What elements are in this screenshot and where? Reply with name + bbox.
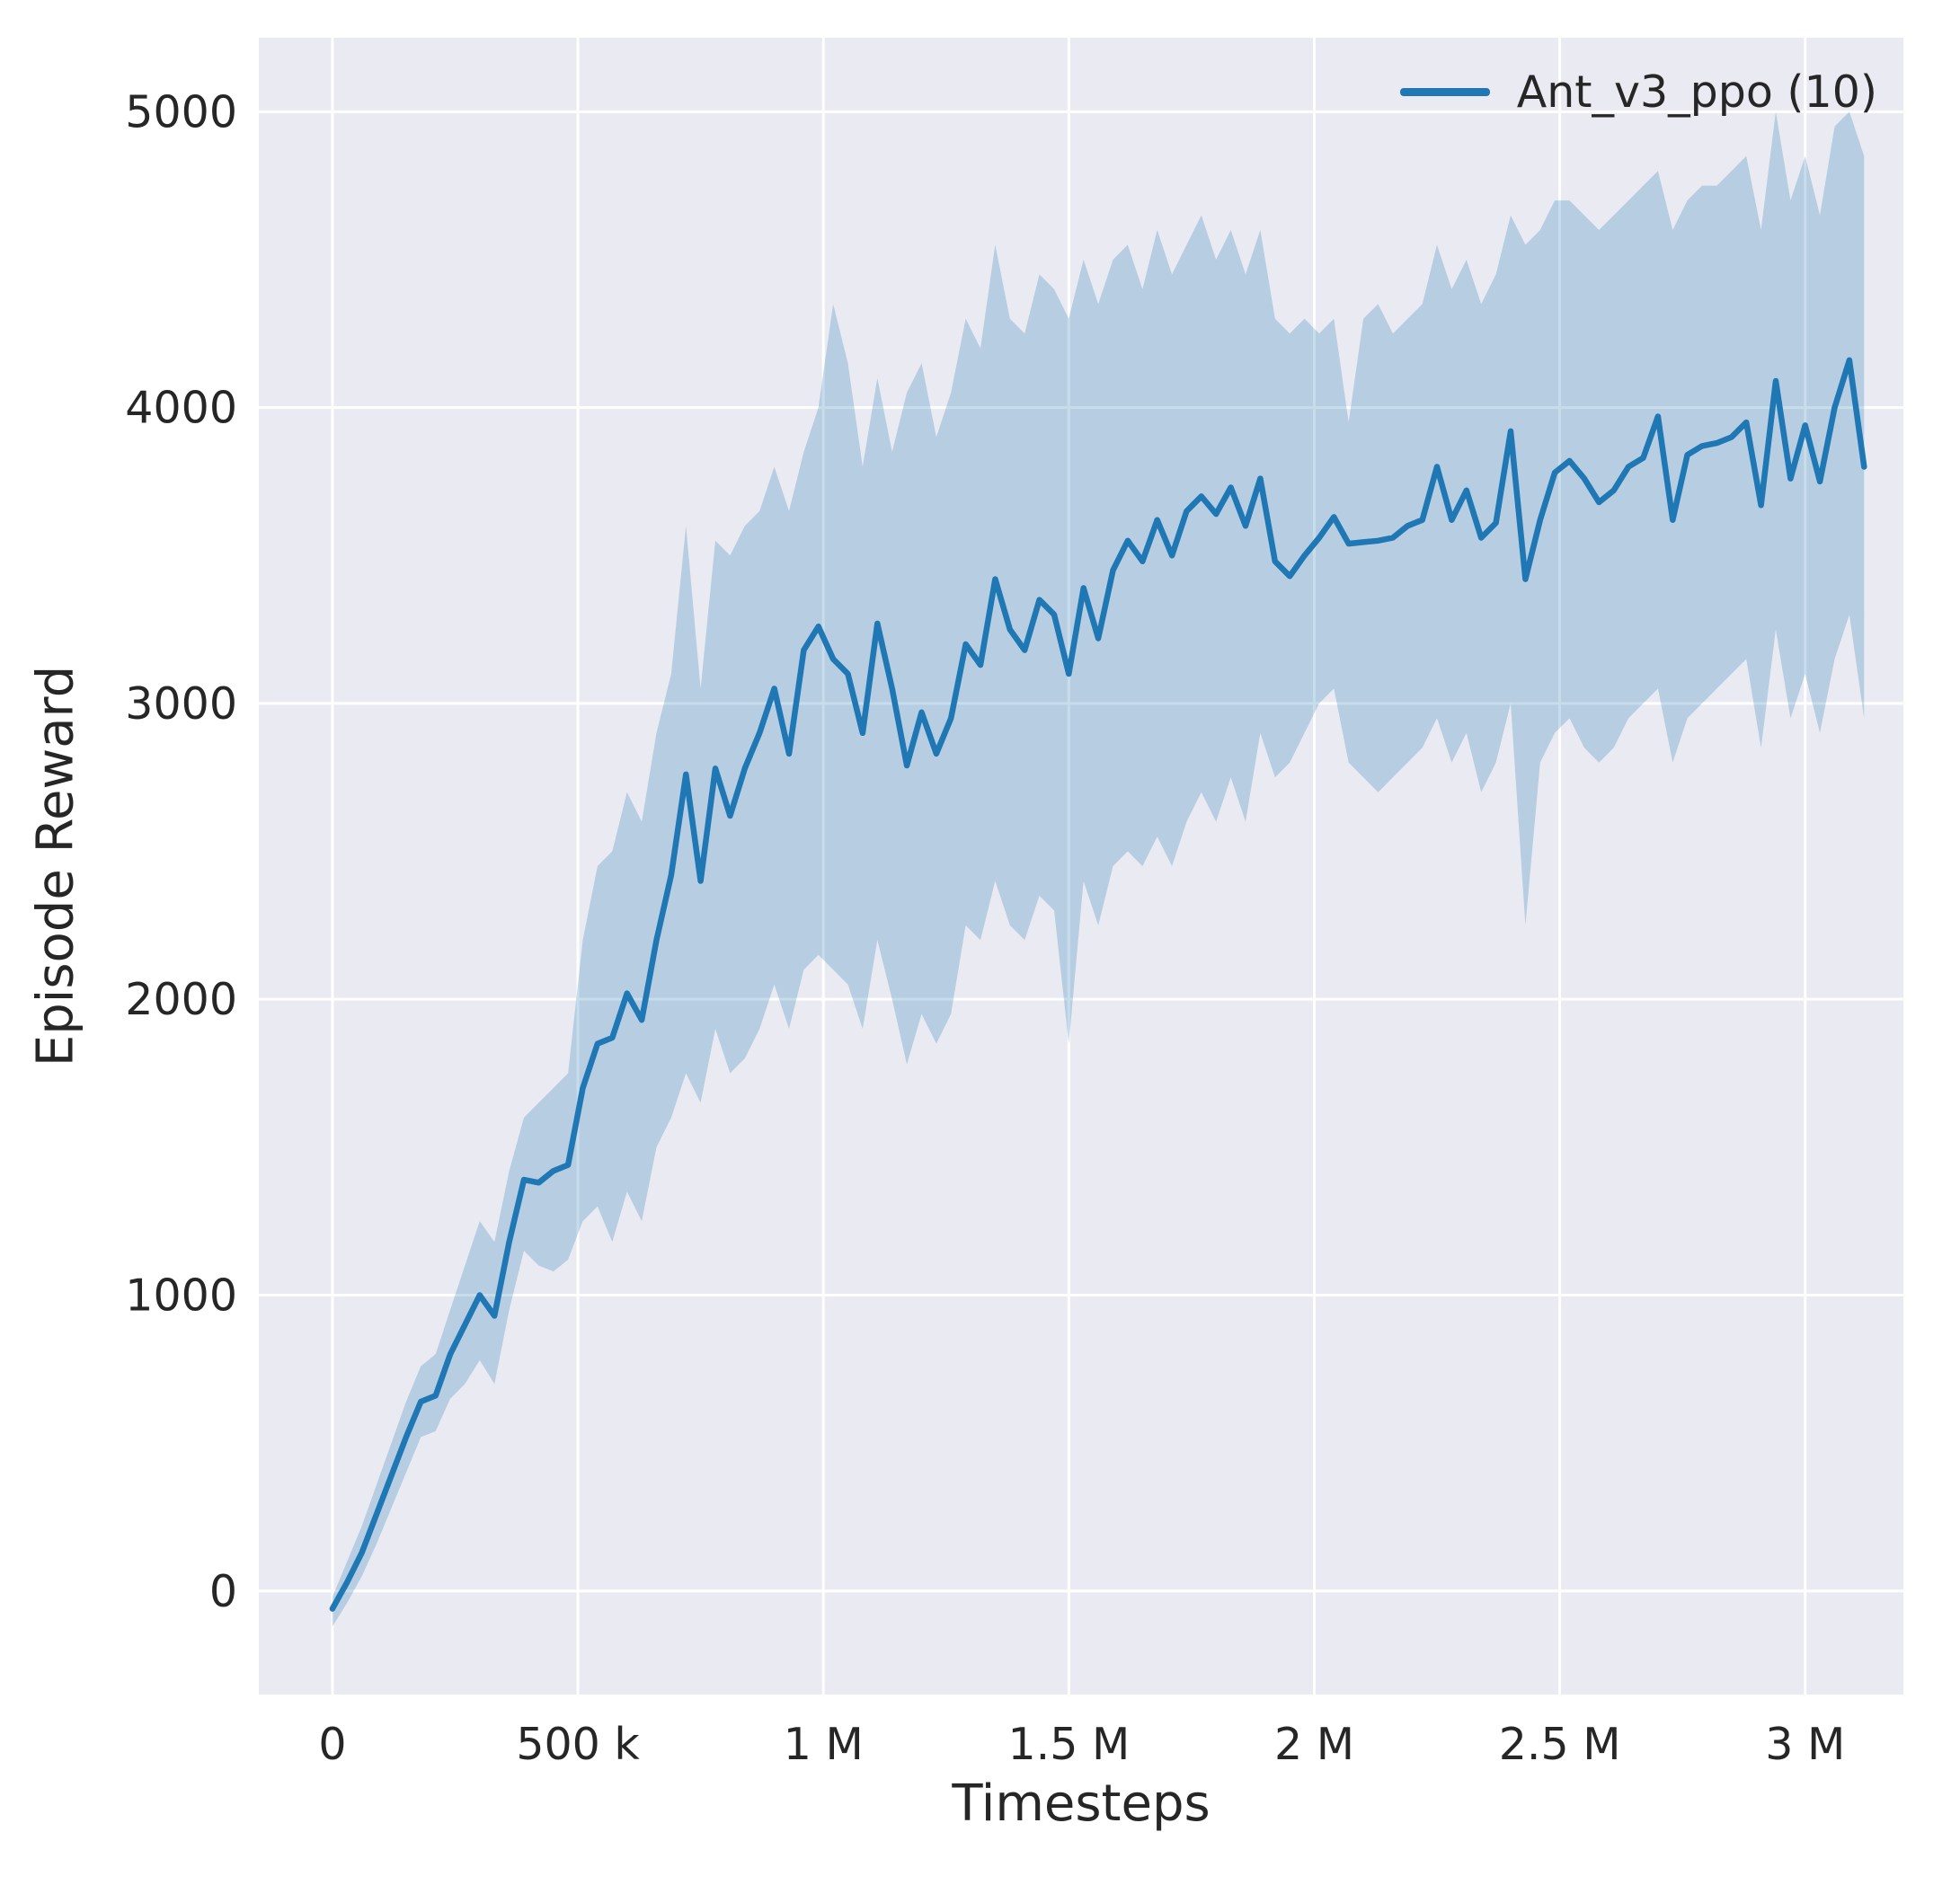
x-tick-label: 2 M [1274,1719,1354,1770]
x-tick-label: 500 k [516,1719,640,1770]
legend: Ant_v3_ppo (10) [1399,66,1877,118]
confidence-band [332,111,1865,1627]
y-tick-label: 2000 [125,974,237,1025]
y-tick-label: 3000 [125,678,237,730]
plot-area [259,38,1903,1695]
y-tick-label: 4000 [125,383,237,434]
x-tick-label: 0 [318,1719,346,1770]
x-tick-label: 3 M [1765,1719,1845,1770]
series-line [329,357,1867,1612]
legend-line-swatch [1399,88,1490,96]
x-axis-label: Timesteps [952,1774,1211,1833]
y-tick-label: 0 [209,1566,237,1617]
y-tick-label: 1000 [125,1270,237,1321]
y-axis-label: Episode Reward [26,665,85,1067]
x-tick-label: 1 M [784,1719,864,1770]
x-tick-label: 1.5 M [1007,1719,1130,1770]
y-tick-label: 5000 [125,86,237,137]
legend-entry-label: Ant_v3_ppo (10) [1516,66,1877,118]
x-tick-label: 2.5 M [1499,1719,1621,1770]
